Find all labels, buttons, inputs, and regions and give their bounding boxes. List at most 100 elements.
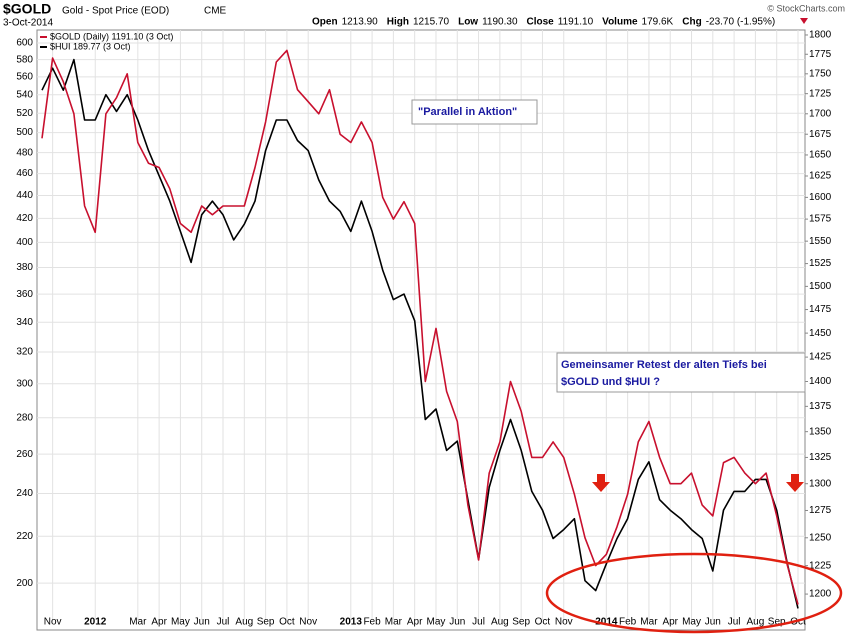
x-tick-label: Feb xyxy=(363,617,381,628)
y-tick-label: 300 xyxy=(16,378,33,389)
y-tick-label: 400 xyxy=(16,237,33,248)
y-tick-label: 520 xyxy=(16,108,33,119)
y-tick-label: 540 xyxy=(16,89,33,100)
series-line xyxy=(41,58,799,609)
y2-tick-label: 1325 xyxy=(809,452,832,463)
x-tick-label: 2013 xyxy=(340,617,363,628)
x-tick-label: 2014 xyxy=(595,617,618,628)
y2-tick-label: 1525 xyxy=(809,258,832,269)
y-tick-label: 380 xyxy=(16,262,33,273)
y2-tick-label: 1425 xyxy=(809,352,832,363)
x-tick-label: Nov xyxy=(44,617,62,628)
x-tick-label: May xyxy=(682,617,701,628)
x-tick-label: May xyxy=(427,617,446,628)
x-tick-label: Aug xyxy=(235,617,253,628)
x-tick-label: Oct xyxy=(279,617,295,628)
x-tick-label: Sep xyxy=(768,617,786,628)
legend: $GOLD (Daily) 1191.10 (3 Oct)$HUI 189.77… xyxy=(40,31,173,51)
x-tick-label: Sep xyxy=(257,617,275,628)
y2-tick-label: 1700 xyxy=(809,108,832,119)
y-tick-label: 560 xyxy=(16,72,33,83)
x-tick-label: Mar xyxy=(385,617,403,628)
x-tick-label: Nov xyxy=(299,617,317,628)
y-tick-label: 580 xyxy=(16,54,33,65)
down-arrow-icon xyxy=(800,18,808,24)
legend-label: $HUI 189.77 (3 Oct) xyxy=(50,41,131,51)
y2-tick-label: 1550 xyxy=(809,236,832,247)
highlight-ellipse xyxy=(545,552,843,634)
y-tick-label: 360 xyxy=(16,289,33,300)
x-tick-label: May xyxy=(171,617,190,628)
grid: 200 220 240 260 280 300 320 340 360 380 400 420 440 4… xyxy=(16,30,831,628)
exchange: CME xyxy=(204,6,227,17)
date: 3-Oct-2014 xyxy=(3,18,53,29)
arrow xyxy=(592,474,610,492)
y2-tick-label: 1575 xyxy=(809,214,832,225)
stat-value: 1215.70 xyxy=(413,17,450,28)
x-tick-label: Sep xyxy=(512,617,530,628)
stat-label: Open xyxy=(312,17,338,28)
y-tick-label: 340 xyxy=(16,317,33,328)
y2-tick-label: 1800 xyxy=(809,30,832,41)
y-tick-label: 600 xyxy=(16,38,33,49)
stat-value: 1213.90 xyxy=(342,17,379,28)
x-tick-label: Apr xyxy=(407,617,423,628)
y-tick-label: 440 xyxy=(16,190,33,201)
y2-tick-label: 1300 xyxy=(809,478,832,489)
x-tick-label: Jul xyxy=(472,617,485,628)
y2-tick-label: 1650 xyxy=(809,150,832,161)
x-tick-label: Nov xyxy=(555,617,573,628)
y-tick-label: 460 xyxy=(16,168,33,179)
y-tick-label: 480 xyxy=(16,147,33,158)
stat-label: Low xyxy=(458,17,478,28)
x-tick-label: Feb xyxy=(619,617,637,628)
stat-value: 179.6K xyxy=(642,17,674,28)
series-line xyxy=(41,49,799,605)
stats: Open 1213.90 High 1215.70 Low 1190.30 Close 119… xyxy=(312,17,775,28)
stat-value: 1191.10 xyxy=(558,17,594,28)
y2-tick-label: 1725 xyxy=(809,88,832,99)
y-tick-label: 500 xyxy=(16,127,33,138)
x-tick-label: Jun xyxy=(705,617,721,628)
x-tick-label: Oct xyxy=(790,617,806,628)
plot-frame xyxy=(36,29,806,631)
x-tick-label: Apr xyxy=(662,617,678,628)
x-tick-label: Jul xyxy=(217,617,230,628)
legend-label: $GOLD (Daily) 1191.10 (3 Oct) xyxy=(50,31,173,41)
y2-tick-label: 1475 xyxy=(809,304,832,315)
y2-tick-label: 1675 xyxy=(809,129,832,140)
x-tick-label: Apr xyxy=(151,617,167,628)
annotation: $GOLD und $HUI ? xyxy=(561,376,660,388)
y2-tick-label: 1400 xyxy=(809,376,832,387)
x-tick-label: Aug xyxy=(491,617,509,628)
annotation: "Parallel in Aktion" xyxy=(418,106,517,118)
annotation-box xyxy=(556,352,806,393)
annotation-box xyxy=(411,99,538,125)
y-tick-label: 220 xyxy=(16,531,33,542)
y-tick-label: 200 xyxy=(16,578,33,589)
y2-tick-label: 1625 xyxy=(809,171,832,182)
stat-label: High xyxy=(387,17,409,28)
x-tick-label: Jul xyxy=(728,617,741,628)
y2-tick-label: 1450 xyxy=(809,328,832,339)
x-tick-label: 2012 xyxy=(84,617,107,628)
y-tick-label: 420 xyxy=(16,213,33,224)
x-tick-label: Aug xyxy=(747,617,765,628)
lines xyxy=(41,49,799,609)
stat-value: 1190.30 xyxy=(482,17,518,28)
y2-tick-label: 1775 xyxy=(809,49,832,60)
y-tick-label: 240 xyxy=(16,488,33,499)
stat-label: Volume xyxy=(602,17,638,28)
y2-tick-label: 1225 xyxy=(809,560,832,571)
chart-title: Gold - Spot Price (EOD) xyxy=(62,6,169,17)
y2-tick-label: 1375 xyxy=(809,401,832,412)
stat-value: -23.70 (-1.95%) xyxy=(706,17,775,28)
x-tick-label: Jun xyxy=(194,617,210,628)
annotation: Gemeinsamer Retest der alten Tiefs bei xyxy=(561,359,767,371)
x-tick-label: Jun xyxy=(449,617,465,628)
arrow xyxy=(786,474,804,492)
y2-tick-label: 1750 xyxy=(809,68,832,79)
y2-tick-label: 1250 xyxy=(809,532,832,543)
x-tick-label: Mar xyxy=(640,617,658,628)
